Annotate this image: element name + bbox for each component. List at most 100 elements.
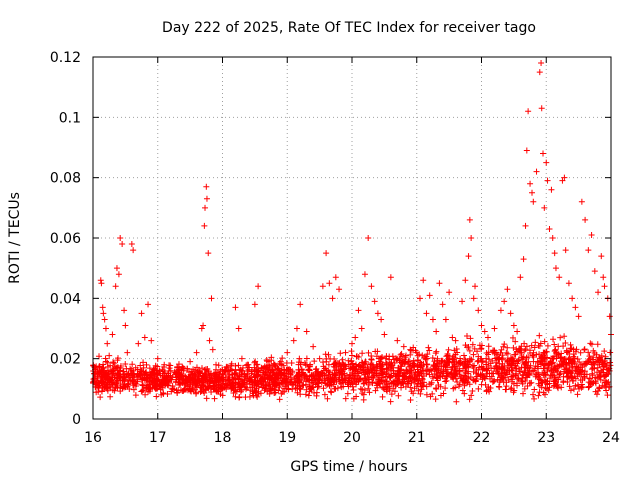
- band-point: [308, 379, 315, 386]
- data-point: [413, 349, 420, 356]
- band-point: [591, 365, 598, 372]
- data-point: [255, 283, 262, 290]
- band-point: [510, 344, 517, 351]
- band-point: [504, 350, 511, 357]
- band-point: [179, 387, 186, 394]
- band-point: [411, 363, 418, 370]
- band-point: [303, 355, 310, 362]
- band-point: [546, 361, 553, 368]
- band-point: [589, 370, 596, 377]
- band-point: [525, 371, 532, 378]
- band-point: [400, 358, 407, 365]
- data-point: [394, 337, 401, 344]
- band-point: [581, 361, 588, 368]
- band-point: [197, 368, 204, 375]
- band-point: [395, 392, 402, 399]
- data-point: [316, 355, 323, 362]
- band-point: [368, 374, 375, 381]
- band-point: [540, 389, 547, 396]
- band-point: [541, 369, 548, 376]
- band-point: [500, 374, 507, 381]
- band-point: [123, 365, 130, 372]
- band-point: [467, 358, 474, 365]
- band-point: [237, 388, 244, 395]
- band-point: [351, 374, 358, 381]
- data-point: [201, 222, 208, 229]
- band-point: [391, 388, 398, 395]
- band-point: [91, 363, 98, 370]
- band-point: [138, 388, 145, 395]
- band-point: [242, 373, 249, 380]
- band-point: [508, 366, 515, 373]
- data-point: [138, 310, 145, 317]
- band-point: [491, 350, 498, 357]
- band-point: [311, 358, 318, 365]
- band-point: [397, 359, 404, 366]
- band-point: [554, 381, 561, 388]
- data-point: [426, 292, 433, 299]
- band-point: [462, 373, 469, 380]
- band-point: [236, 367, 243, 374]
- band-point: [585, 349, 592, 356]
- band-point: [294, 375, 301, 382]
- band-point: [434, 355, 441, 362]
- band-point: [434, 377, 441, 384]
- band-point: [393, 381, 400, 388]
- data-point: [208, 295, 215, 302]
- band-point: [586, 383, 593, 390]
- band-point: [338, 372, 345, 379]
- band-point: [527, 362, 534, 369]
- band-point: [197, 388, 204, 395]
- band-point: [164, 391, 171, 398]
- band-point: [422, 356, 429, 363]
- band-point: [152, 362, 159, 369]
- data-point: [546, 225, 553, 232]
- data-point: [504, 286, 511, 293]
- band-point: [110, 360, 117, 367]
- data-point: [446, 289, 453, 296]
- band-point: [203, 395, 210, 402]
- band-point: [103, 358, 110, 365]
- data-point: [303, 328, 310, 335]
- band-point: [480, 365, 487, 372]
- data-point: [536, 69, 543, 76]
- band-point: [453, 398, 460, 405]
- data-point: [530, 198, 537, 205]
- band-point: [362, 358, 369, 365]
- band-point: [590, 354, 597, 361]
- band-point: [280, 362, 287, 369]
- band-point: [117, 362, 124, 369]
- data-point: [293, 325, 300, 332]
- band-point: [379, 361, 386, 368]
- band-point: [176, 379, 183, 386]
- data-point: [562, 247, 569, 254]
- band-point: [402, 352, 409, 359]
- band-point: [267, 385, 274, 392]
- band-point: [445, 346, 452, 353]
- y-tick-label: 0: [72, 412, 81, 428]
- band-point: [532, 339, 539, 346]
- band-point: [350, 386, 357, 393]
- band-point: [392, 382, 399, 389]
- band-point: [547, 372, 554, 379]
- band-point: [448, 373, 455, 380]
- band-point: [469, 388, 476, 395]
- band-point: [535, 392, 542, 399]
- band-point: [541, 362, 548, 369]
- band-point: [178, 373, 185, 380]
- data-point: [549, 235, 556, 241]
- band-point: [325, 351, 332, 358]
- band-point: [453, 346, 460, 353]
- band-point: [316, 376, 323, 383]
- band-point: [440, 368, 447, 375]
- y-tick-label: 0.08: [50, 171, 81, 187]
- grid-lines: [93, 57, 611, 419]
- band-point: [461, 390, 468, 397]
- band-point: [474, 373, 481, 380]
- band-point: [507, 386, 514, 393]
- band-point: [588, 341, 595, 348]
- band-point: [417, 390, 424, 397]
- x-axis-label: GPS time / hours: [290, 459, 407, 475]
- band-point: [404, 380, 411, 387]
